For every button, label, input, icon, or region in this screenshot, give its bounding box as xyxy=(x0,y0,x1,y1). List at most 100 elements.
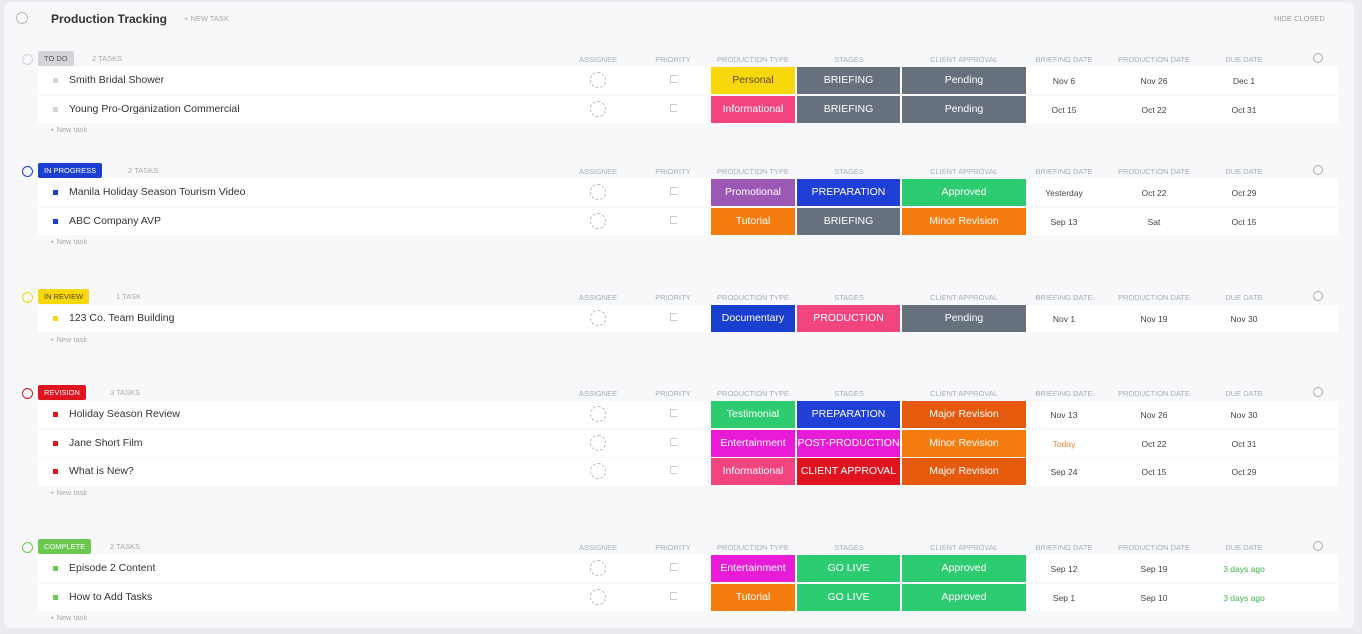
new-task-link[interactable]: + New task xyxy=(50,487,88,497)
priority-flag[interactable] xyxy=(670,313,677,321)
approval-cell[interactable]: Major Revision xyxy=(902,401,1026,428)
approval-cell[interactable]: Minor Revision xyxy=(902,429,1026,457)
assignee-icon[interactable] xyxy=(590,463,606,479)
approval-cell[interactable]: Pending xyxy=(902,95,1026,123)
stage-cell[interactable]: GO LIVE xyxy=(797,583,900,611)
priority-flag[interactable] xyxy=(670,215,677,224)
column-header: PRIORITY xyxy=(655,55,691,64)
due-date: Oct 31 xyxy=(1231,104,1257,115)
priority-flag[interactable] xyxy=(670,187,677,195)
briefing-date: Today xyxy=(1052,438,1076,449)
priority-flag[interactable] xyxy=(670,563,677,571)
task-name[interactable]: Holiday Season Review xyxy=(69,408,180,420)
task-name[interactable]: How to Add Tasks xyxy=(69,590,153,603)
add-column[interactable] xyxy=(1313,165,1323,175)
priority-flag[interactable] xyxy=(670,409,677,417)
stage-cell[interactable]: CLIENT APPROVAL xyxy=(797,458,900,485)
due-date: Oct 15 xyxy=(1231,216,1257,227)
assignee-icon[interactable] xyxy=(590,406,606,422)
production-date: Sep 10 xyxy=(1140,592,1168,603)
add-column[interactable] xyxy=(1313,291,1323,301)
collapse-all[interactable] xyxy=(16,12,28,24)
task-name[interactable]: Young Pro-Organization Commercial xyxy=(69,102,240,115)
stage-cell[interactable]: PREPARATION xyxy=(797,179,900,206)
new-task-link[interactable]: + New task xyxy=(50,334,88,344)
new-task-button[interactable]: + NEW TASK xyxy=(184,14,229,23)
group-toggle[interactable] xyxy=(22,54,33,65)
assignee-icon[interactable] xyxy=(590,310,606,326)
type-cell[interactable]: Promotional xyxy=(711,179,795,206)
approval-cell[interactable]: Minor Revision xyxy=(902,207,1026,235)
add-column[interactable] xyxy=(1313,387,1323,397)
task-count: 2 TASKS xyxy=(110,542,141,551)
new-task-link[interactable]: + New task xyxy=(50,613,88,622)
task-name[interactable]: Jane Short Film xyxy=(69,436,143,449)
briefing-date: Nov 6 xyxy=(1052,76,1076,86)
add-column[interactable] xyxy=(1313,53,1323,63)
group-toggle[interactable] xyxy=(22,388,33,399)
type-cell[interactable]: Informational xyxy=(711,458,795,485)
stage-cell[interactable]: GO LIVE xyxy=(797,555,900,582)
type-cell[interactable]: Tutorial xyxy=(711,207,795,235)
assignee-icon[interactable] xyxy=(590,72,606,88)
priority-flag[interactable] xyxy=(670,75,677,83)
production-date: Nov 26 xyxy=(1140,410,1168,420)
new-task-link[interactable]: + New task xyxy=(50,237,88,246)
stage-cell[interactable]: BRIEFING xyxy=(797,207,900,235)
column-header: PRIORITY xyxy=(655,167,691,176)
briefing-date: Sep 24 xyxy=(1050,467,1078,477)
assignee-icon[interactable] xyxy=(590,560,606,576)
type-cell[interactable]: Testimonial xyxy=(711,401,795,428)
task-name[interactable]: Manila Holiday Season Tourism Video xyxy=(69,186,246,198)
task-name[interactable]: Episode 2 Content xyxy=(69,562,156,574)
briefing-date: Nov 13 xyxy=(1050,410,1078,420)
type-cell[interactable]: Entertainment xyxy=(711,555,795,582)
approval-cell[interactable]: Pending xyxy=(902,67,1026,94)
type-cell[interactable]: Documentary xyxy=(711,305,795,332)
approval-cell[interactable]: Approved xyxy=(902,179,1026,206)
group-toggle[interactable] xyxy=(22,292,33,303)
type-cell[interactable]: Personal xyxy=(711,67,795,94)
group-toggle[interactable] xyxy=(22,166,33,177)
briefing-date: Sep 13 xyxy=(1050,216,1078,227)
assignee-icon[interactable] xyxy=(590,434,606,451)
column-header: BRIEFING DATE xyxy=(1035,293,1093,302)
production-date: Sep 19 xyxy=(1140,564,1168,574)
task-name[interactable]: What is New? xyxy=(69,465,134,477)
approval-cell[interactable]: Major Revision xyxy=(902,458,1026,485)
stage-cell[interactable]: BRIEFING xyxy=(797,67,900,94)
type-cell[interactable]: Informational xyxy=(711,95,795,123)
stage-cell[interactable]: PRODUCTION xyxy=(797,305,900,332)
group-toggle[interactable] xyxy=(22,542,33,553)
approval-cell[interactable]: Approved xyxy=(902,583,1026,611)
approval-cell[interactable]: Pending xyxy=(902,305,1026,332)
task-row xyxy=(38,458,1338,485)
new-task-link[interactable]: + New task xyxy=(50,125,88,134)
assignee-icon[interactable] xyxy=(590,212,606,229)
column-header: BRIEFING DATE xyxy=(1035,167,1093,176)
production-date: Nov 19 xyxy=(1140,314,1168,324)
priority-flag[interactable] xyxy=(670,103,677,112)
task-name[interactable]: Smith Bridal Shower xyxy=(69,74,165,86)
stage-cell[interactable]: POST-PRODUCTION xyxy=(797,429,900,457)
assignee-icon[interactable] xyxy=(590,184,606,200)
assignee-icon[interactable] xyxy=(590,588,606,605)
task-name[interactable]: ABC Company AVP xyxy=(69,214,162,227)
type-cell[interactable]: Tutorial xyxy=(711,583,795,611)
approval-cell[interactable]: Approved xyxy=(902,555,1026,582)
priority-flag[interactable] xyxy=(670,437,677,446)
column-header: PRIORITY xyxy=(655,543,691,552)
add-column[interactable] xyxy=(1313,541,1323,551)
stage-cell[interactable]: PREPARATION xyxy=(797,401,900,428)
priority-flag[interactable] xyxy=(670,466,677,474)
type-cell[interactable]: Entertainment xyxy=(711,429,795,457)
stage-cell[interactable]: BRIEFING xyxy=(797,95,900,123)
column-header: CLIENT APPROVAL xyxy=(929,167,999,176)
hide-closed-button[interactable]: HIDE CLOSED xyxy=(1274,14,1325,23)
task-count: 1 TASK xyxy=(116,292,142,301)
task-name[interactable]: 123 Co. Team Building xyxy=(69,312,175,324)
assignee-icon[interactable] xyxy=(590,100,606,117)
column-header: DUE DATE xyxy=(1225,293,1263,302)
priority-flag[interactable] xyxy=(670,591,677,600)
